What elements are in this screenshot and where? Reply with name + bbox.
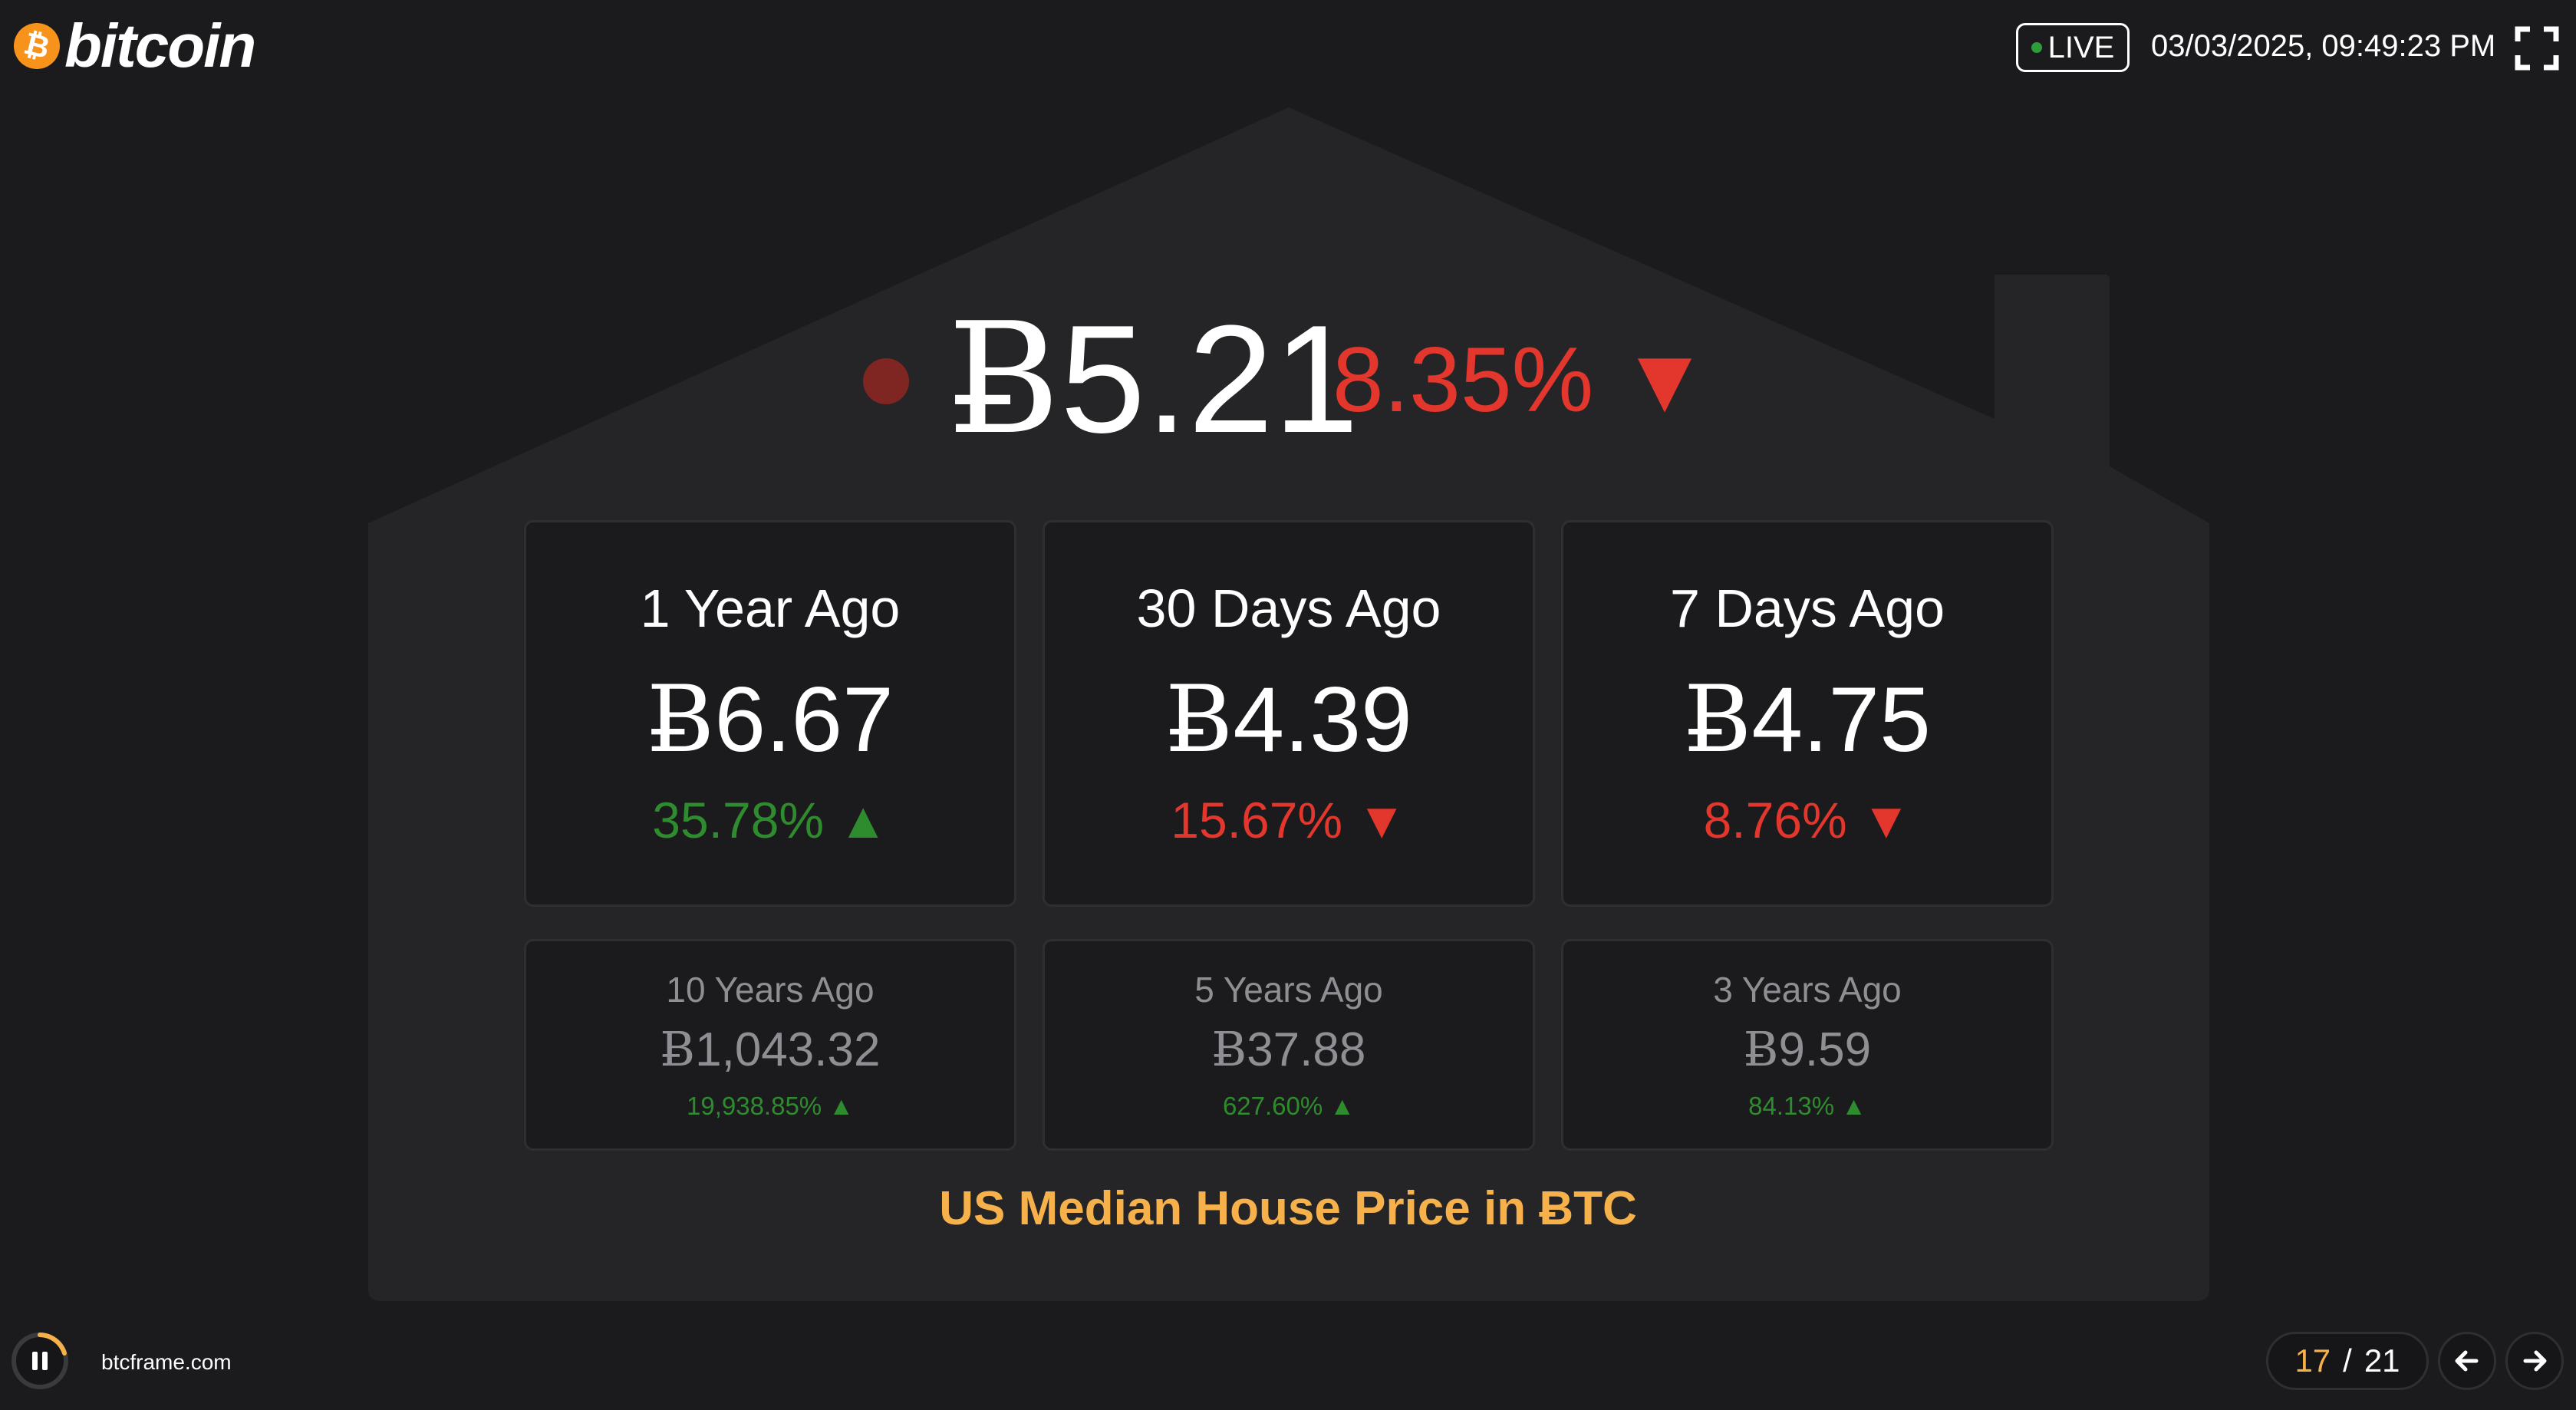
card-change: 15.67% ▼: [1171, 792, 1407, 848]
up-arrow-icon: ▲: [1329, 1092, 1356, 1120]
prev-button[interactable]: [2438, 1332, 2496, 1390]
site-link[interactable]: btcframe.com: [101, 1350, 232, 1374]
card-7-days-ago: 7 Days Ago Ƀ4.75 8.76% ▼: [1561, 520, 2054, 907]
card-label: 10 Years Ago: [666, 970, 875, 1010]
down-arrow-icon: ▼: [1619, 328, 1711, 431]
current-price: Ƀ5.21 8.35% ▼: [863, 303, 1710, 456]
page-current: 17: [2294, 1342, 2331, 1379]
card-value: Ƀ9.59: [1743, 1021, 1872, 1077]
price-value: Ƀ5.21: [947, 303, 1359, 456]
live-label: LIVE: [2047, 30, 2115, 64]
slide-pager: 17 / 21: [2266, 1332, 2429, 1390]
arrow-right-icon: [2523, 1350, 2547, 1372]
card-change: 627.60% ▲: [1222, 1092, 1356, 1120]
price-number: 5.21: [1059, 294, 1359, 465]
price-change-percent: 8.35%: [1332, 328, 1594, 431]
logo-text: bitcoin: [64, 12, 256, 80]
card-30-days-ago: 30 Days Ago Ƀ4.39 15.67% ▼: [1043, 520, 1535, 907]
datetime: 03/03/2025, 09:49:23 PM: [2151, 29, 2496, 63]
card-5-years-ago: 5 Years Ago Ƀ37.88 627.60% ▲: [1043, 939, 1535, 1151]
slide-caption: US Median House Price in ɃTC: [939, 1182, 1637, 1235]
fullscreen-icon[interactable]: [2515, 26, 2559, 71]
card-10-years-ago: 10 Years Ago Ƀ1,043.32 19,938.85% ▲: [524, 939, 1016, 1151]
card-label: 7 Days Ago: [1670, 578, 1945, 638]
down-arrow-icon: ▼: [1356, 792, 1407, 848]
live-dot-icon: [2031, 42, 2042, 53]
card-3-years-ago: 3 Years Ago Ƀ9.59 84.13% ▲: [1561, 939, 2054, 1151]
card-label: 5 Years Ago: [1194, 970, 1383, 1010]
card-value: Ƀ37.88: [1211, 1021, 1366, 1077]
price-change: 8.35% ▼: [1332, 334, 1710, 426]
next-button[interactable]: [2505, 1332, 2564, 1390]
card-change: 84.13% ▲: [1748, 1092, 1866, 1120]
card-change: 19,938.85% ▲: [687, 1092, 854, 1120]
up-arrow-icon: ▲: [838, 792, 888, 848]
card-value: Ƀ1,043.32: [660, 1021, 881, 1077]
card-1-year-ago: 1 Year Ago Ƀ6.67 35.78% ▲: [524, 520, 1016, 907]
card-label: 30 Days Ago: [1136, 578, 1441, 638]
card-change: 8.76% ▼: [1703, 792, 1912, 848]
down-arrow-icon: ▼: [1861, 792, 1912, 848]
pause-icon[interactable]: [9, 1330, 71, 1392]
card-value: Ƀ4.39: [1165, 667, 1412, 773]
up-arrow-icon: ▲: [1841, 1092, 1866, 1120]
arrow-left-icon: [2455, 1350, 2479, 1372]
card-label: 1 Year Ago: [640, 578, 901, 638]
page-separator: /: [2343, 1342, 2352, 1379]
up-arrow-icon: ▲: [828, 1092, 854, 1120]
page-total: 21: [2364, 1342, 2400, 1379]
card-value: Ƀ4.75: [1684, 667, 1931, 773]
card-change: 35.78% ▲: [652, 792, 888, 848]
card-value: Ƀ6.67: [647, 667, 894, 773]
price-indicator-dot: [863, 358, 909, 404]
card-label: 3 Years Ago: [1713, 970, 1902, 1010]
currency-symbol: Ƀ: [947, 290, 1060, 469]
bitcoin-coin-icon: ₿: [8, 18, 65, 74]
bitcoin-logo: ₿ bitcoin: [8, 12, 256, 80]
live-badge: LIVE: [2016, 23, 2130, 72]
